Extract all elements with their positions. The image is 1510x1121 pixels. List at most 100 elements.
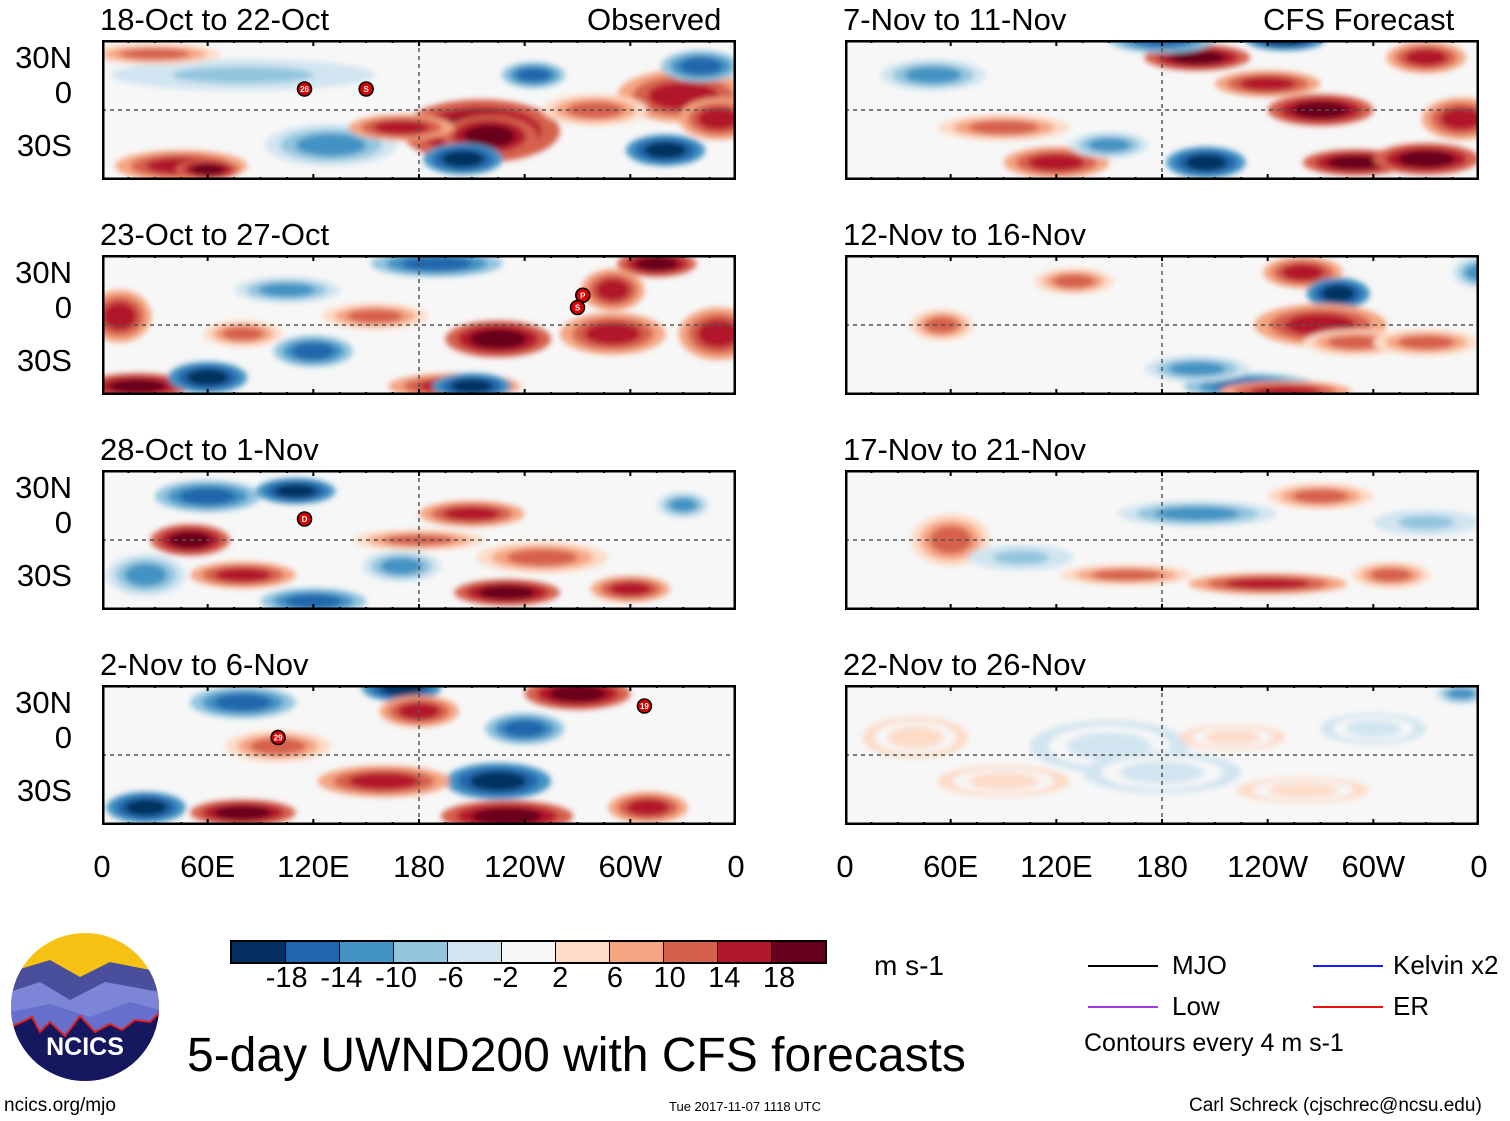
map-panel: 26 S — [102, 40, 736, 180]
anomaly-region — [190, 163, 225, 176]
observed-label: Observed — [587, 2, 722, 37]
colorbar — [230, 940, 827, 964]
anomaly-region — [507, 549, 578, 566]
anomaly-region — [1169, 361, 1226, 376]
lat-tick-label: 0 — [54, 75, 72, 110]
storm-label: D — [302, 515, 308, 524]
lat-tick-label: 30N — [15, 40, 72, 75]
anomaly-region — [1321, 285, 1356, 302]
colorbar-swatch — [502, 942, 556, 962]
anomaly-region — [401, 256, 472, 271]
logo-text: NCICS — [46, 1033, 124, 1061]
storm-label: 29 — [274, 734, 283, 743]
panel-title: 28-Oct to 1-Nov — [100, 432, 319, 467]
anomaly-region — [380, 557, 423, 575]
colorbar-swatch — [610, 942, 664, 962]
map-panel — [845, 685, 1479, 825]
lat-tick-label: 0 — [54, 720, 72, 755]
low-line-swatch — [1088, 1006, 1158, 1008]
colorbar-label: 2 — [552, 962, 569, 994]
colorbar-label: 18 — [762, 962, 796, 994]
tropical-cyclone-icon: 19 — [636, 698, 653, 714]
anomaly-region — [383, 534, 455, 546]
contour-note: Contours every 4 m s-1 — [1084, 1029, 1344, 1057]
anomaly-region — [471, 807, 543, 825]
anomaly-region — [119, 48, 191, 60]
panel-title: 7-Nov to 11-Nov — [843, 2, 1067, 37]
anomaly-region — [186, 369, 229, 386]
colorbar-label: 6 — [606, 962, 623, 994]
anomaly-region — [644, 141, 687, 159]
tropical-cyclone-icon: 29 — [270, 729, 286, 746]
anomaly-region — [1369, 568, 1413, 582]
anomaly-region — [214, 568, 272, 582]
anomaly-region — [1239, 76, 1296, 91]
colorbar-swatch — [340, 942, 394, 962]
units-label: m s-1 — [874, 950, 944, 981]
er-line-swatch — [1313, 1006, 1383, 1008]
anomaly-region — [669, 498, 698, 512]
anomaly-region — [516, 68, 551, 82]
anomaly-region — [679, 57, 722, 75]
anomaly-region — [172, 66, 314, 84]
anomaly-region — [968, 120, 1039, 135]
footer-author: Carl Schreck (cjschrec@ncsu.edu) — [1189, 1095, 1482, 1116]
anomaly-region — [566, 101, 624, 119]
panel-title: 22-Nov to 26-Nov — [843, 647, 1086, 682]
colorbar-swatch — [232, 942, 286, 962]
colorbar-label: -6 — [437, 962, 464, 994]
lat-tick-label: 30S — [16, 128, 72, 163]
anomaly-region — [1028, 154, 1085, 171]
anomaly-region — [1292, 489, 1349, 504]
lon-tick-label: 120E — [1020, 849, 1093, 884]
tropical-cyclone-icon: S — [569, 299, 586, 316]
anomaly-region — [464, 125, 515, 148]
anomaly-region — [635, 256, 678, 271]
lon-tick-label: 180 — [1136, 849, 1188, 884]
colorbar-label: -10 — [375, 962, 418, 994]
lat-tick-label: 30S — [16, 773, 72, 808]
anomaly-region — [992, 550, 1050, 565]
storm-label: S — [575, 304, 581, 313]
colorbar-swatch — [448, 942, 502, 962]
anomaly-region — [1052, 274, 1096, 289]
anomaly-region — [697, 319, 736, 348]
colorbar-label: 14 — [708, 962, 741, 994]
anomaly-region — [1184, 154, 1228, 171]
anomaly-region — [450, 379, 493, 394]
anomaly-region — [1397, 335, 1455, 350]
lon-tick-label: 60E — [180, 849, 236, 884]
colorbar-label: -14 — [320, 962, 363, 994]
map-panel — [845, 255, 1479, 395]
anomaly-region — [373, 120, 430, 135]
anomaly-region — [1405, 49, 1448, 66]
legend-mjo: MJO — [1172, 950, 1227, 980]
anomaly-region — [1345, 720, 1402, 738]
lat-tick-label: 30S — [16, 558, 72, 593]
mjo-line-swatch — [1088, 965, 1158, 967]
lon-tick-label: 120W — [484, 849, 566, 884]
anomaly-region — [503, 720, 546, 738]
anomaly-region — [478, 585, 536, 600]
anomaly-region — [1397, 515, 1455, 530]
anomaly-region — [258, 283, 316, 297]
colorbar-swatch — [394, 942, 448, 962]
lon-tick-label: 0 — [836, 849, 854, 884]
lat-tick-label: 30S — [16, 343, 72, 378]
colorbar-label: -18 — [265, 962, 308, 994]
tropical-cyclone-icon: D — [296, 511, 313, 527]
kelvin-line-swatch — [1313, 965, 1383, 967]
anomaly-region — [1447, 688, 1476, 700]
colorbar-swatch — [772, 942, 825, 962]
anomaly-region — [124, 563, 168, 587]
footer-url[interactable]: ncics.org/mjo — [4, 1095, 116, 1116]
panel-title: 2-Nov to 6-Nov — [100, 647, 309, 682]
main-title: 5-day UWND200 with CFS forecasts — [187, 1029, 966, 1082]
cfs-forecast-label: CFS Forecast — [1263, 2, 1455, 37]
anomaly-region — [1397, 150, 1455, 168]
lat-tick-label: 30N — [15, 255, 72, 290]
colorbar-swatch — [286, 942, 340, 962]
lon-tick-label: 60E — [923, 849, 979, 884]
anomaly-region — [102, 302, 137, 331]
